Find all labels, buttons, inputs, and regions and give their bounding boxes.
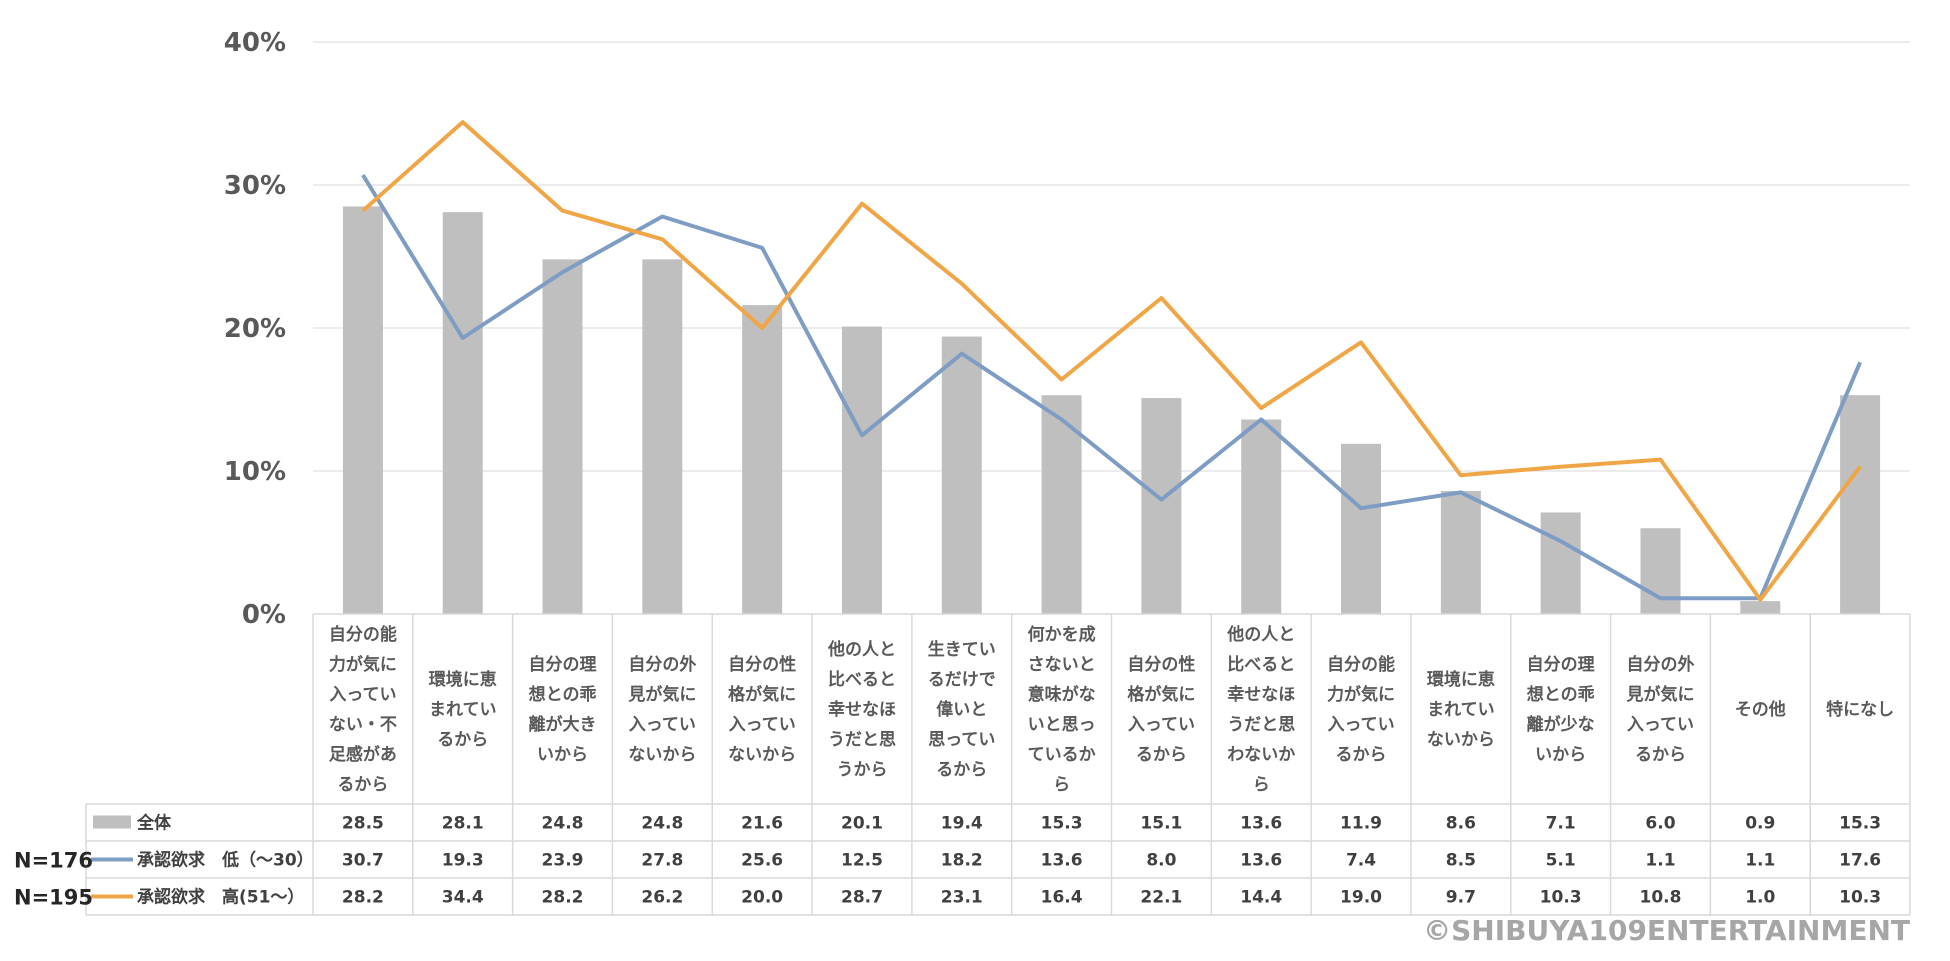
y-tick-label: 20% (224, 314, 286, 344)
table-value: 28.7 (841, 888, 883, 908)
category-label: 特になし (1826, 699, 1894, 720)
table-value: 21.6 (741, 814, 783, 834)
table-value: 12.5 (841, 851, 883, 871)
category-label: 自分の能力が気に入っているから (1327, 654, 1395, 765)
category-label: 自分の外見が気に入っていないから (627, 654, 696, 765)
table-value: 13.6 (1240, 814, 1282, 834)
table-value: 28.2 (542, 888, 584, 908)
category-label: 自分の外見が気に入っているから (1625, 654, 1694, 765)
y-axis-ticks: 0% 10% 20% 30% 40% (224, 28, 286, 630)
category-label: 何かを成さないと意味がないと思っているから (1028, 624, 1096, 795)
category-label: 環境に恵まれているから (429, 669, 497, 750)
table-value: 15.3 (1839, 814, 1881, 834)
bar (1840, 395, 1881, 614)
category-label: 自分の性格が気に入っていないから (728, 654, 796, 765)
line-series (361, 120, 1862, 602)
table-value: 25.6 (741, 851, 783, 871)
table-value: 15.3 (1041, 814, 1083, 834)
table-value: 28.2 (342, 888, 384, 908)
table-value: 15.1 (1140, 814, 1182, 834)
table-value: 1.1 (1745, 851, 1775, 871)
table-value: 13.6 (1041, 851, 1083, 871)
table-value: 19.3 (442, 851, 484, 871)
bar (1141, 398, 1182, 614)
y-tick-label: 40% (224, 28, 286, 58)
category-label: その他 (1735, 699, 1786, 720)
table-value: 30.7 (342, 851, 384, 871)
category-label: 自分の性格が気に入っているから (1127, 654, 1195, 765)
y-tick-label: 0% (242, 600, 286, 630)
series-line (361, 120, 1862, 602)
table-value: 13.6 (1240, 851, 1282, 871)
table-value: 26.2 (641, 888, 683, 908)
sample-size-label: N=195 (14, 886, 93, 910)
table-value: 1.0 (1745, 888, 1775, 908)
table-value: 1.1 (1645, 851, 1675, 871)
bar (742, 305, 783, 614)
table-value: 9.7 (1446, 888, 1476, 908)
bar (1440, 491, 1481, 614)
table-value: 10.8 (1639, 888, 1681, 908)
table-value: 11.9 (1340, 814, 1382, 834)
table-value: 6.0 (1645, 814, 1675, 834)
table-value: 8.0 (1146, 851, 1176, 871)
table-value: 10.3 (1540, 888, 1582, 908)
bar-series (342, 206, 1881, 615)
table-value: 20.1 (841, 814, 883, 834)
table-value: 23.1 (941, 888, 983, 908)
bar (841, 326, 882, 614)
table-value: 34.4 (442, 888, 484, 908)
series-line (361, 173, 1862, 601)
bar (1540, 512, 1581, 614)
category-label: 自分の理想との乖離が大きいから (529, 654, 597, 765)
table-value: 14.4 (1240, 888, 1282, 908)
bar (342, 206, 383, 614)
table-value: 24.8 (542, 814, 584, 834)
table-value: 10.3 (1839, 888, 1881, 908)
bar (1740, 601, 1781, 614)
bar (542, 259, 583, 614)
bar (1041, 395, 1082, 614)
category-label: 環境に恵まれていないから (1427, 669, 1495, 750)
table-value: 0.9 (1745, 814, 1775, 834)
bar (1341, 443, 1382, 614)
y-tick-label: 30% (224, 171, 286, 201)
category-label: 自分の能力が気に入っていない・不足感があるから (329, 624, 397, 795)
table-value: 8.6 (1446, 814, 1476, 834)
table-value: 8.5 (1446, 851, 1476, 871)
category-label: 他の人と比べると幸せなほうだと思わないから (1226, 624, 1295, 795)
category-label: 自分の理想との乖離が少ないから (1527, 654, 1595, 765)
bar (941, 336, 982, 614)
table-value: 19.0 (1340, 888, 1382, 908)
category-label: 他の人と比べると幸せなほうだと思うから (827, 639, 896, 780)
legend-label: 承認欲求 低（〜30） (137, 850, 314, 871)
legend-label: 全体 (136, 813, 172, 834)
table-value: 27.8 (641, 851, 683, 871)
table-value: 24.8 (641, 814, 683, 834)
bar (1640, 528, 1681, 614)
legend-label: 承認欲求 高(51〜） (137, 887, 304, 908)
table-value: 18.2 (941, 851, 983, 871)
table-value: 28.1 (442, 814, 484, 834)
table-value: 7.1 (1546, 814, 1576, 834)
category-label: 生きているだけで偉いと思っているから (928, 639, 996, 780)
y-tick-label: 10% (224, 457, 286, 487)
table-value: 22.1 (1140, 888, 1182, 908)
table-value: 28.5 (342, 814, 384, 834)
copyright-text: ©SHIBUYA109ENTERTAINMENT (1423, 914, 1910, 947)
bar (1241, 419, 1282, 614)
bar (642, 259, 683, 614)
table-value: 5.1 (1546, 851, 1576, 871)
table-value: 7.4 (1346, 851, 1376, 871)
data-table: 自分の能力が気に入っていない・不足感があるから環境に恵まれているから自分の理想と… (14, 613, 1911, 916)
table-value: 17.6 (1839, 851, 1881, 871)
table-value: 19.4 (941, 814, 983, 834)
table-value: 16.4 (1041, 888, 1083, 908)
legend-key-bar (93, 815, 131, 829)
bar (442, 212, 483, 615)
table-value: 20.0 (741, 888, 783, 908)
table-value: 23.9 (542, 851, 584, 871)
sample-size-label: N=176 (14, 849, 93, 873)
